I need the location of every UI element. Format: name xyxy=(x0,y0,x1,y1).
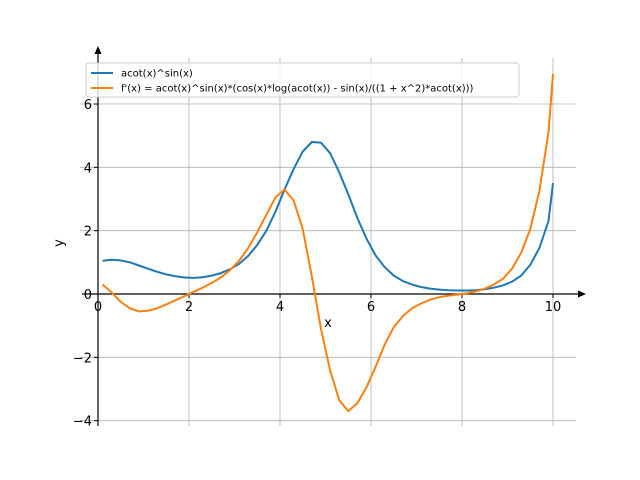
y-tick-label: −2 xyxy=(73,351,92,366)
legend: acot(x)^sin(x) f'(x) = acot(x)^sin(x)*(co… xyxy=(85,62,520,98)
series-line-1 xyxy=(102,141,554,292)
series-line-2 xyxy=(101,73,554,413)
y-tick-label: 2 xyxy=(84,225,92,240)
x-tick-label: 2 xyxy=(185,300,193,315)
x-tick-label: 4 xyxy=(276,300,284,315)
x-axis-arrow xyxy=(578,290,586,298)
x-tick-label: 0 xyxy=(94,300,102,315)
grid xyxy=(80,58,576,426)
legend-label-1: acot(x)^sin(x) xyxy=(121,69,193,80)
x-tick-label: 8 xyxy=(458,300,466,315)
x-tick-label: 10 xyxy=(545,300,562,315)
y-tick-label: 6 xyxy=(84,98,92,113)
y-tick-label: 0 xyxy=(84,288,92,303)
y-tick-label: −4 xyxy=(73,415,92,430)
y-axis-arrow xyxy=(94,46,102,54)
x-axis-label: x xyxy=(324,316,332,331)
series-group xyxy=(101,73,554,413)
x-tick-label: 6 xyxy=(367,300,375,315)
y-ticks: −4 −2 0 2 4 6 xyxy=(73,98,98,430)
legend-label-2: f'(x) = acot(x)^sin(x)*(cos(x)*log(acot(… xyxy=(121,84,474,95)
axes xyxy=(82,46,586,426)
y-tick-label: 4 xyxy=(84,161,92,176)
legend-box xyxy=(85,62,520,98)
y-axis-label: y xyxy=(52,239,67,247)
